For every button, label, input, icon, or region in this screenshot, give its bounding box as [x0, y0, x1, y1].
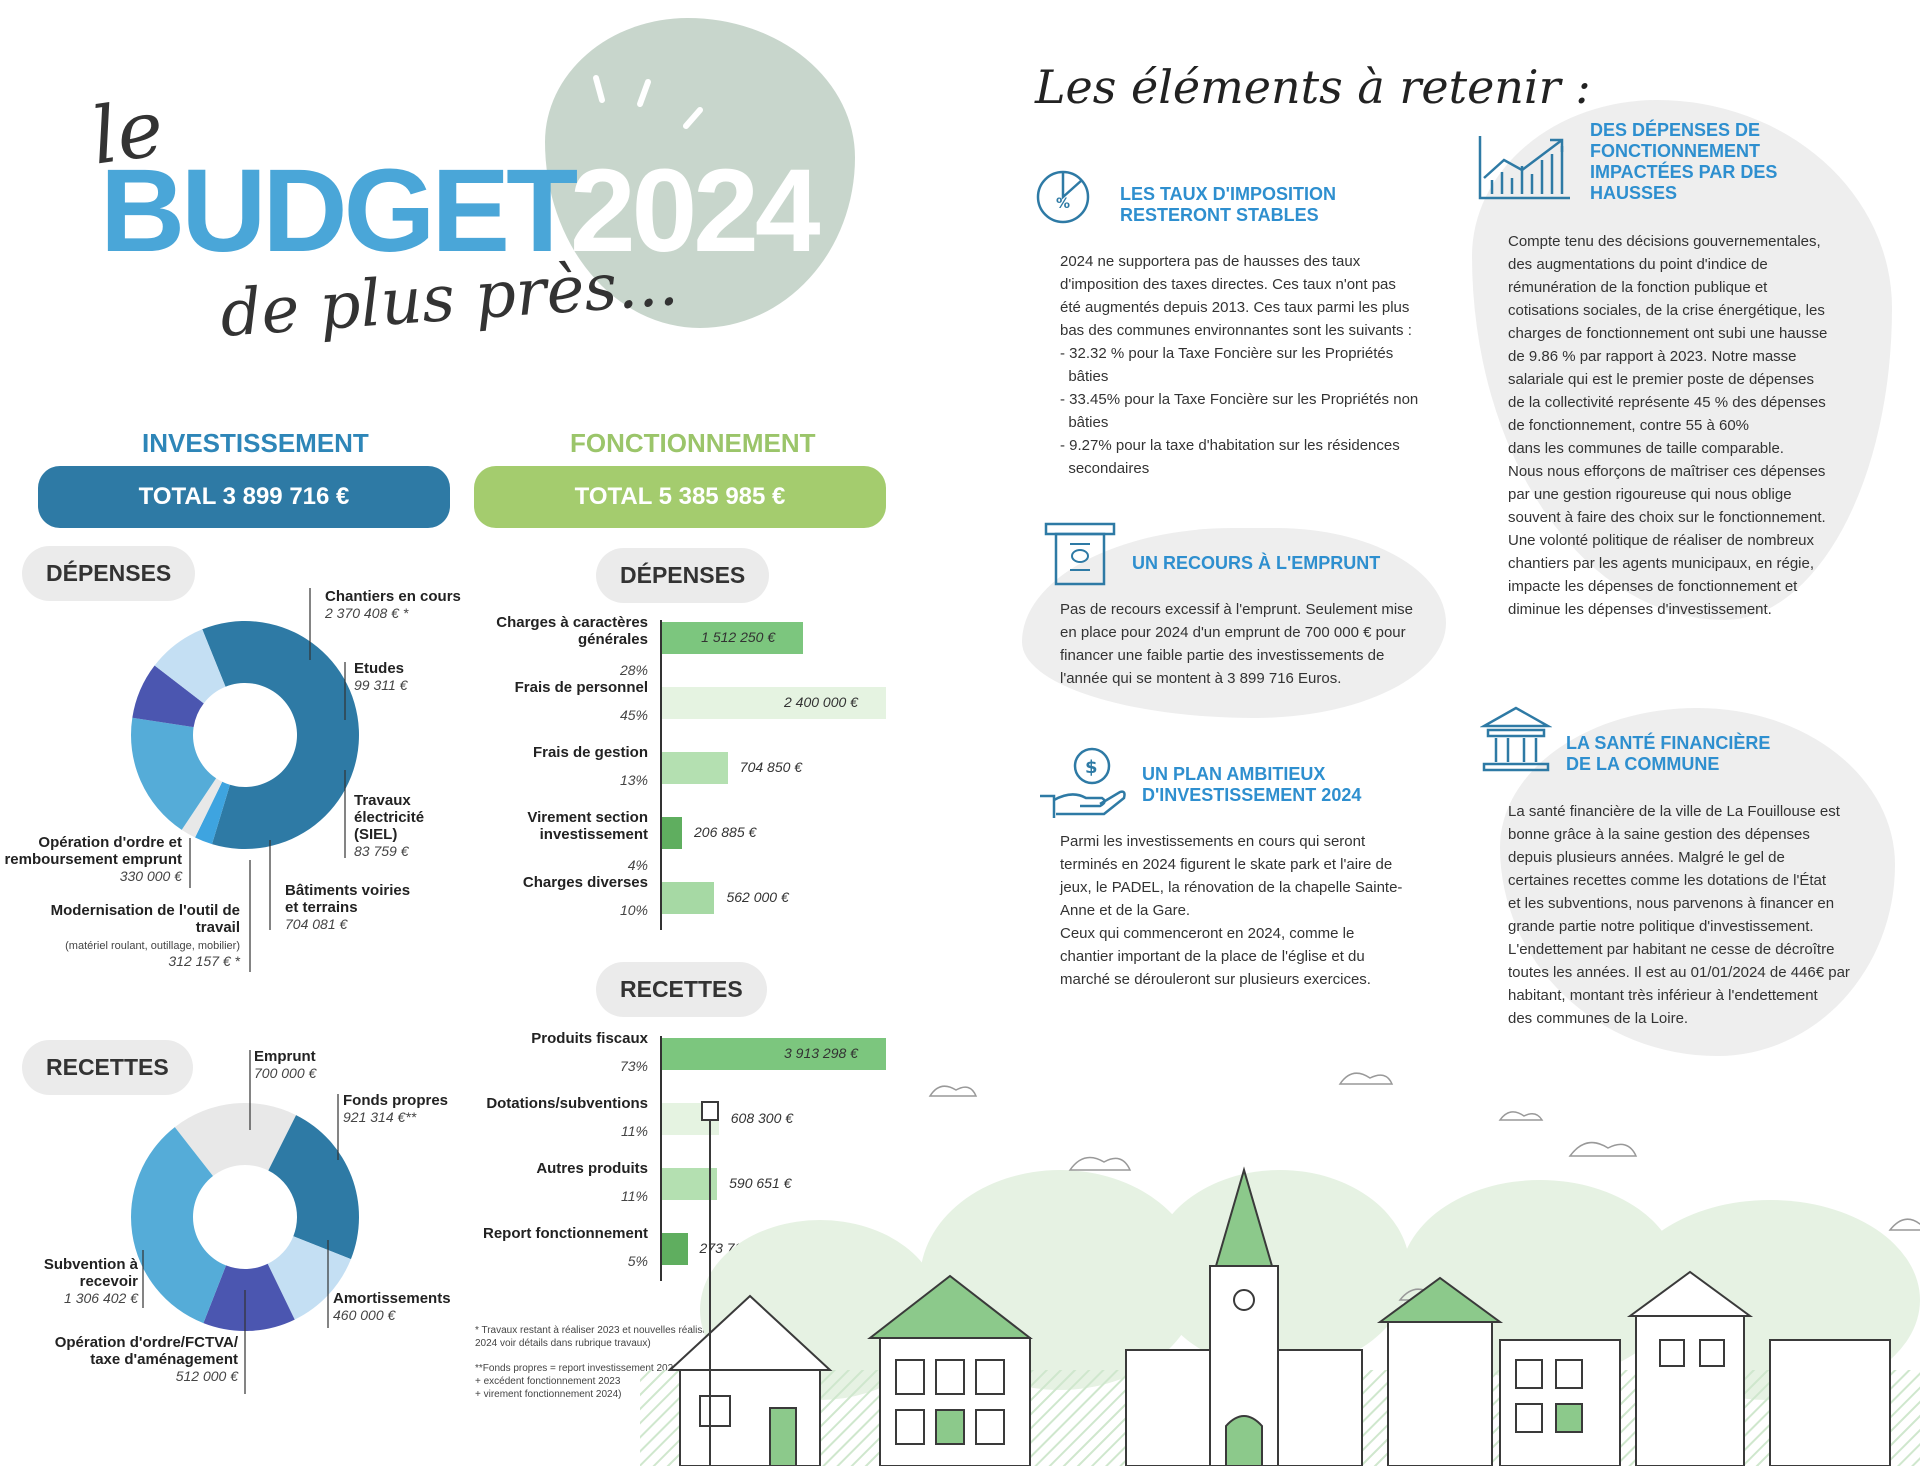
- depenses_fct-line: par une gestion rigoureuse qui nous obli…: [1508, 483, 1878, 506]
- fct-dep-pct-0: 28%: [448, 662, 648, 678]
- fct-dep-label-4: Charges diverses: [448, 874, 648, 891]
- village-illustration: [640, 1040, 1920, 1466]
- fct-rec-label-0: Produits fiscaux: [448, 1030, 648, 1047]
- fct-dep-bar-2: [662, 752, 728, 784]
- depenses_fct-line: Compte tenu des décisions gouvernemental…: [1508, 230, 1878, 253]
- hand-dollar-icon: $: [1036, 746, 1128, 818]
- sante-line: depuis plusieurs années. Malgré le gel d…: [1508, 846, 1888, 869]
- plan-line: Ceux qui commenceront en 2024, comme le: [1060, 922, 1460, 945]
- fct-depenses-title: DÉPENSES: [596, 548, 769, 603]
- taux-title: LES TAUX D'IMPOSITION RESTERONT STABLES: [1120, 184, 1336, 226]
- fct-dep-label-3: Virement section investissement: [448, 809, 648, 843]
- depenses-fct-title: DES DÉPENSES DE FONCTIONNEMENT IMPACTÉES P…: [1590, 120, 1777, 204]
- fct-dep-value-2: 704 850 €: [740, 759, 802, 775]
- svg-text:$: $: [1085, 757, 1098, 778]
- plan-line: chantier important de la place de l'égli…: [1060, 945, 1460, 968]
- sante-line: des communes de la Loire.: [1508, 1007, 1888, 1030]
- plan-body: Parmi les investissements en cours qui s…: [1060, 830, 1460, 991]
- bank-building-icon: [1480, 704, 1552, 776]
- taux-line: bâties: [1060, 411, 1460, 434]
- emprunt-line: Pas de recours excessif à l'emprunt. Seu…: [1060, 598, 1460, 621]
- taux-line: - 9.27% pour la taxe d'habitation sur le…: [1060, 434, 1460, 457]
- plan-line: jeux, le PADEL, la rénovation de la chap…: [1060, 876, 1460, 899]
- sante-line: grande partie notre politique d'investis…: [1508, 915, 1888, 938]
- depenses_fct-line: charges de fonctionnement ont subi une h…: [1508, 322, 1878, 345]
- fct-rec-pct-3: 5%: [448, 1253, 648, 1269]
- taux-line: bas des communes environnantes sont les …: [1060, 319, 1460, 342]
- depenses_fct-line: des augmentations du point d'indice de: [1508, 253, 1878, 276]
- fct-dep-bar-4: [662, 882, 714, 914]
- sante-line: L'endettement par habitant ne cesse de d…: [1508, 938, 1888, 961]
- depenses_fct-line: de 9.86 % par rapport à 2023. Notre mass…: [1508, 345, 1878, 368]
- sante-line: bonne grâce à la saine gestion des dépen…: [1508, 823, 1888, 846]
- taux-line: été augmentés depuis 2013. Ces taux parm…: [1060, 296, 1460, 319]
- depenses_fct-line: souvent à faire des choix sur le fonctio…: [1508, 506, 1878, 529]
- depenses_fct-line: dans les communes de taille comparable.: [1508, 437, 1878, 460]
- fct-rec-pct-2: 11%: [448, 1188, 648, 1204]
- depenses_fct-line: diminue les dépenses d'investissement.: [1508, 598, 1878, 621]
- plan-line: Parmi les investissements en cours qui s…: [1060, 830, 1460, 853]
- percent-pie-icon: %: [1034, 168, 1092, 226]
- taux-line: secondaires: [1060, 457, 1460, 480]
- taux-line: - 32.32 % pour la Taxe Foncière sur les …: [1060, 342, 1460, 365]
- taux-line: - 33.45% pour la Taxe Foncière sur les P…: [1060, 388, 1460, 411]
- plan-line: Anne et de la Gare.: [1060, 899, 1460, 922]
- depenses_fct-line: chantiers par les agents municipaux, en …: [1508, 552, 1878, 575]
- emprunt-line: financer une faible partie des investiss…: [1060, 644, 1460, 667]
- plan-line: marché se dérouleront sur plusieurs exer…: [1060, 968, 1460, 991]
- emprunt-line: l'année qui se montent à 3 899 716 Euros…: [1060, 667, 1460, 690]
- fct-rec-label-1: Dotations/subventions: [448, 1095, 648, 1112]
- fct-dep-value-4: 562 000 €: [726, 889, 788, 905]
- taux-line: d'imposition des taxes directes. Ces tau…: [1060, 273, 1460, 296]
- fct-dep-value-1: 2 400 000 €: [784, 694, 858, 710]
- sante-title: LA SANTÉ FINANCIÈRE DE LA COMMUNE: [1566, 733, 1770, 775]
- elements-heading: Les éléments à retenir :: [1035, 60, 1591, 114]
- fct-dep-value-0: 1 512 250 €: [701, 629, 775, 645]
- emprunt-body: Pas de recours excessif à l'emprunt. Seu…: [1060, 598, 1460, 690]
- emprunt-title: UN RECOURS À L'EMPRUNT: [1132, 553, 1380, 574]
- sparkle-marks: [590, 70, 710, 140]
- plan-line: terminés en 2024 figurent le skate park …: [1060, 853, 1460, 876]
- fct-dep-pct-1: 45%: [448, 707, 648, 723]
- sante-body: La santé financière de la ville de La Fo…: [1508, 800, 1888, 1030]
- depenses_fct-line: Une volonté politique de réaliser de nom…: [1508, 529, 1878, 552]
- taux-line: bâties: [1060, 365, 1460, 388]
- fct-rec-label-2: Autres produits: [448, 1160, 648, 1177]
- sante-line: certaines recettes comme les dotations d…: [1508, 869, 1888, 892]
- depenses_fct-line: de la collectivité représente 45 % des d…: [1508, 391, 1878, 414]
- fonctionnement-total: TOTAL 5 385 985 €: [474, 466, 886, 528]
- depenses_fct-line: salariale qui est le premier poste de dé…: [1508, 368, 1878, 391]
- fct-rec-label-3: Report fonctionnement: [448, 1225, 648, 1242]
- taux-line: 2024 ne supportera pas de hausses des ta…: [1060, 250, 1460, 273]
- fct-dep-pct-3: 4%: [448, 857, 648, 873]
- depenses_fct-line: cotisations sociales, de la crise énergé…: [1508, 299, 1878, 322]
- depenses-fct-body: Compte tenu des décisions gouvernemental…: [1508, 230, 1878, 621]
- fct-recettes-title: RECETTES: [596, 962, 767, 1017]
- fct-dep-pct-2: 13%: [448, 772, 648, 788]
- fct-dep-label-2: Frais de gestion: [448, 744, 648, 761]
- fct-dep-label-0: Charges à caractères générales: [448, 614, 648, 648]
- taux-body: 2024 ne supportera pas de hausses des ta…: [1060, 250, 1460, 480]
- emprunt-line: en place pour 2024 d'un emprunt de 700 0…: [1060, 621, 1460, 644]
- sante-line: La santé financière de la ville de La Fo…: [1508, 800, 1888, 823]
- fct-rec-pct-0: 73%: [448, 1058, 648, 1074]
- sante-line: toutes les années. Il est au 01/01/2024 …: [1508, 961, 1888, 984]
- fct-dep-bar-3: [662, 817, 682, 849]
- plan-title: UN PLAN AMBITIEUX D'INVESTISSEMENT 2024: [1142, 764, 1361, 806]
- sante-line: habitant, montant très inférieur à l'end…: [1508, 984, 1888, 1007]
- fct-dep-value-3: 206 885 €: [694, 824, 756, 840]
- fct-dep-label-1: Frais de personnel: [448, 679, 648, 696]
- depenses_fct-line: Nous nous efforçons de maîtriser ces dép…: [1508, 460, 1878, 483]
- fct-rec-pct-1: 11%: [448, 1123, 648, 1139]
- fct-dep-pct-4: 10%: [448, 902, 648, 918]
- depenses_fct-line: de fonctionnement, contre 55 à 60%: [1508, 414, 1878, 437]
- atm-icon: [1044, 522, 1116, 588]
- svg-text:%: %: [1056, 196, 1070, 212]
- bar-chart-up-icon: [1478, 134, 1572, 200]
- fonctionnement-header: FONCTIONNEMENT: [570, 428, 816, 459]
- depenses_fct-line: impacte les dépenses de fonctionnement e…: [1508, 575, 1878, 598]
- sante-line: et les subventions, nous parvenons à fin…: [1508, 892, 1888, 915]
- depenses_fct-line: rémunération de la fonction publique et: [1508, 276, 1878, 299]
- inv-rec-leaders: [0, 0, 480, 1466]
